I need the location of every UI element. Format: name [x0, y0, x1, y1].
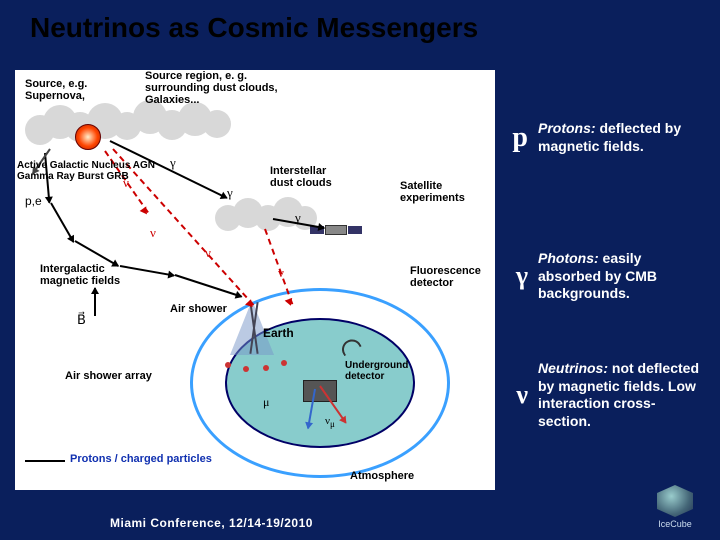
- nu-symbol: ν: [150, 225, 156, 241]
- footer-text: Miami Conference, 12/14-19/2010: [110, 516, 313, 530]
- label-b: B⃗: [77, 313, 86, 327]
- annotation-text: Photons: easily absorbed by CMB backgrou…: [538, 250, 708, 303]
- label-array: Air shower array: [65, 370, 152, 382]
- icecube-logo: IceCube: [645, 485, 705, 530]
- annotation-neutrino: ν Neutrinos: not deflected by magnetic f…: [500, 360, 708, 430]
- mu-symbol: μ: [263, 395, 269, 410]
- array-detector-icon: [263, 365, 269, 371]
- proton-symbol: p: [500, 122, 528, 154]
- proton-arrow: [175, 274, 242, 298]
- array-detector-icon: [281, 360, 287, 366]
- gamma-symbol: γ: [170, 155, 176, 171]
- label-imag: Intergalactic magnetic fields: [40, 263, 120, 287]
- annotation-prefix: Neutrinos:: [538, 360, 608, 376]
- proton-arrow: [120, 265, 175, 277]
- annotation-text: Neutrinos: not deflected by magnetic fie…: [538, 360, 708, 430]
- label-interstellar: Interstellar dust clouds: [270, 165, 332, 189]
- label-atmo: Atmosphere: [350, 470, 414, 482]
- nu-symbol: ν: [123, 175, 129, 191]
- annotation-photon: γ Photons: easily absorbed by CMB backgr…: [500, 250, 708, 303]
- label-satellite: Satellite experiments: [400, 180, 465, 204]
- cloud: [203, 110, 231, 138]
- agn-source-icon: [75, 124, 101, 150]
- array-detector-icon: [243, 366, 249, 372]
- gamma-symbol: γ: [227, 185, 233, 201]
- label-source-region: Source region, e. g. surrounding dust cl…: [145, 70, 278, 106]
- label-earth: Earth: [263, 327, 294, 340]
- page-title: Neutrinos as Cosmic Messengers: [30, 12, 690, 44]
- nu-symbol: ν: [205, 245, 211, 261]
- logo-hex-icon: [657, 485, 693, 517]
- label-agn: Active Galactic Nucleus AGN Gamma Ray Bu…: [17, 160, 155, 182]
- annotation-prefix: Photons:: [538, 250, 599, 266]
- label-pe: p,e: [25, 195, 42, 208]
- gamma-symbol: γ: [295, 210, 301, 226]
- annotation-proton: p Protons: deflected by magnetic fields.: [500, 120, 708, 155]
- proton-legend-line: [25, 460, 65, 462]
- label-fluor: Fluorescence detector: [410, 265, 481, 289]
- b-field-arrow: [94, 288, 96, 316]
- cosmic-messenger-diagram: Source region, e. g. surrounding dust cl…: [15, 70, 495, 490]
- annotation-prefix: Protons:: [538, 120, 596, 136]
- label-underground: Underground detector: [345, 360, 408, 382]
- nu-symbol: ν: [500, 380, 528, 410]
- proton-arrow: [50, 203, 74, 243]
- array-detector-icon: [225, 362, 231, 368]
- numu-symbol: νμ: [325, 415, 335, 429]
- label-airshower: Air shower: [170, 303, 227, 315]
- label-protons: Protons / charged particles: [70, 453, 212, 465]
- nu-symbol: ν: [278, 265, 284, 281]
- satellite-icon: [325, 225, 347, 235]
- gamma-symbol: γ: [500, 261, 528, 291]
- underground-detector-icon: [303, 380, 337, 402]
- annotation-text: Protons: deflected by magnetic fields.: [538, 120, 708, 155]
- label-source: Source, e.g. Supernova,: [25, 78, 87, 102]
- logo-label: IceCube: [658, 519, 692, 529]
